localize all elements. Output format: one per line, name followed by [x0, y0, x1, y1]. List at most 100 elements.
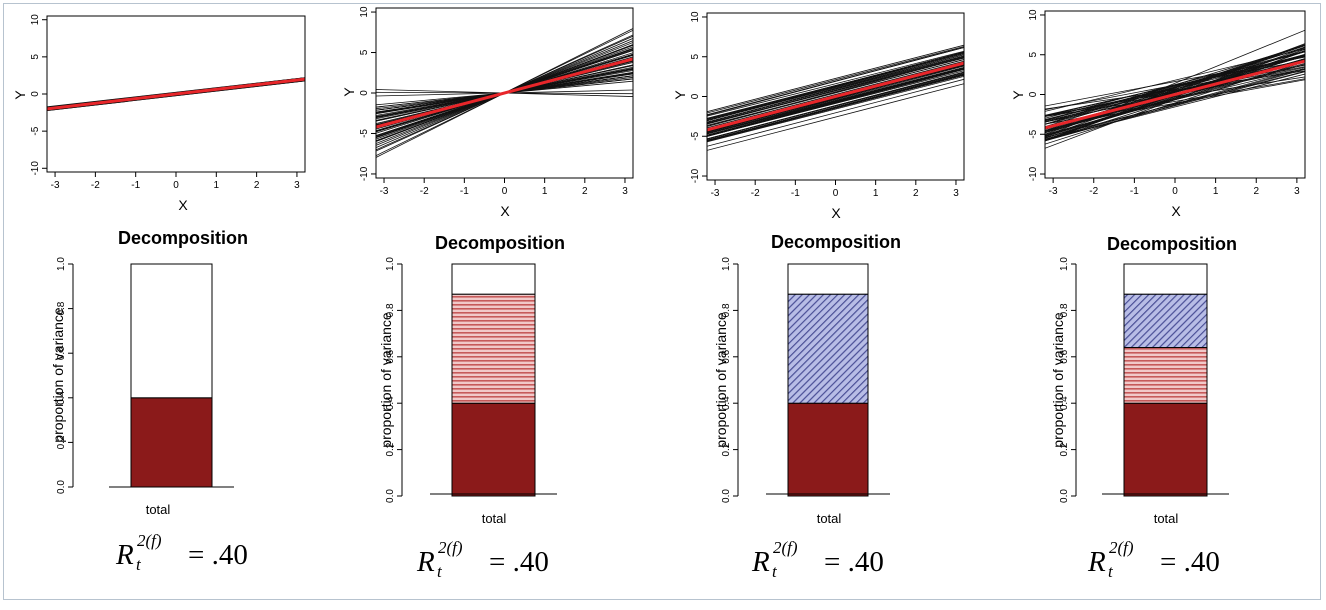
group-line	[1045, 54, 1305, 120]
mean-line	[376, 57, 633, 129]
y-tick-label: 0	[1028, 91, 1039, 97]
decomposition-panel-4: Decomposition 0.0 0.2 0.4 0.6 0.8 1.0 proportio…	[1050, 234, 1237, 526]
panel-title: Decomposition	[1107, 234, 1237, 254]
group-lines	[47, 77, 305, 112]
x-tick-label: 3	[622, 186, 628, 197]
y-tick-label: 1.0	[385, 257, 396, 271]
group-line	[707, 67, 964, 136]
formula-subscript: t	[437, 562, 442, 581]
group-line	[707, 46, 964, 114]
bar-segment-residual	[130, 263, 213, 399]
group-line	[707, 59, 964, 127]
x-axis-label: X	[500, 203, 510, 219]
r-squared-formula: R 2(f) t = .40	[752, 539, 884, 580]
group-line	[1045, 46, 1305, 133]
y-tick-label: -5	[30, 126, 41, 135]
group-line	[1045, 68, 1305, 132]
y-tick-label: 0.0	[721, 489, 732, 503]
formula-superscript: 2(f)	[1109, 538, 1134, 557]
formula-superscript: 2(f)	[438, 538, 463, 557]
x-tick-label: 1	[873, 188, 879, 199]
group-line	[1045, 61, 1305, 145]
y-tick-label: 10	[359, 6, 370, 18]
y-tick-label: 10	[1028, 9, 1039, 21]
y-tick-label: 0.4	[721, 396, 732, 410]
x-axis-label: X	[178, 197, 188, 213]
bar-segment-random-slope	[1123, 347, 1208, 404]
bar-segment-fixed	[130, 397, 213, 488]
x-tick-label: 0	[173, 180, 179, 191]
y-tick-label: 10	[30, 14, 41, 26]
category-label: total	[146, 502, 171, 517]
y-tick-label: 5	[1028, 52, 1039, 58]
category-label: total	[817, 511, 842, 526]
bar-segment-random-intercept	[1123, 293, 1208, 349]
x-tick-label: -3	[380, 186, 389, 197]
x-tick-label: -3	[1049, 186, 1058, 197]
y-tick-label: 1.0	[56, 257, 67, 271]
bar-segment-random-intercept	[787, 293, 869, 404]
x-tick-label: -2	[420, 186, 429, 197]
group-line	[707, 52, 964, 121]
mean-line	[707, 61, 964, 132]
x-axis-label: X	[1171, 203, 1181, 219]
x-tick-label: 3	[1294, 186, 1300, 197]
y-tick-label: -5	[359, 129, 370, 138]
group-line	[707, 50, 964, 117]
bar-segment-fixed	[787, 402, 869, 497]
x-tick-label: 3	[294, 180, 300, 191]
x-tick-label: 0	[833, 188, 839, 199]
r-squared-formula: R 2(f) t = .40	[116, 532, 248, 573]
panel-title: Decomposition	[435, 233, 565, 253]
group-line	[707, 56, 964, 124]
r-squared-formula: R 2(f) t = .40	[1088, 539, 1220, 580]
y-tick-label: 5	[30, 54, 41, 60]
y-tick-label: 0.6	[385, 349, 396, 363]
group-line	[1045, 71, 1305, 141]
x-tick-label: -3	[51, 180, 60, 191]
formula-value: = .40	[188, 539, 248, 571]
y-tick-label: 0.8	[56, 301, 67, 315]
formula-subscript: t	[1108, 562, 1113, 581]
r-squared-formula: R 2(f) t = .40	[417, 539, 549, 580]
y-tick-label: 0	[690, 93, 701, 99]
y-tick-label: 0.4	[1059, 396, 1070, 410]
y-tick-label: 10	[690, 11, 701, 23]
y-tick-label: 1.0	[721, 257, 732, 271]
y-tick-label: -10	[690, 168, 701, 183]
group-line	[1045, 68, 1305, 140]
y-tick-label: 0.4	[56, 390, 67, 404]
formula-symbol: R	[417, 546, 435, 578]
y-tick-label: 0.8	[1059, 303, 1070, 317]
y-tick-label: 0	[30, 91, 41, 97]
category-label: total	[482, 511, 507, 526]
y-axis-label: Y	[1010, 90, 1026, 100]
x-tick-label: 2	[254, 180, 260, 191]
y-tick-label: 5	[359, 49, 370, 55]
group-lines	[1045, 29, 1305, 149]
y-axis-label: proportion of variance	[713, 312, 729, 448]
y-tick-label: -10	[30, 161, 41, 176]
bar-segment-residual	[451, 263, 536, 295]
x-tick-label: 0	[1172, 186, 1178, 197]
decomposition-panel-2: Decomposition 0.0 0.2 0.4 0.6 0.8 1.0 proportio…	[378, 233, 565, 526]
group-line	[1045, 73, 1305, 141]
group-line	[1045, 70, 1305, 138]
group-line	[1045, 50, 1305, 119]
y-tick-label: 0.2	[385, 442, 396, 456]
x-tick-label: 2	[913, 188, 919, 199]
group-line	[707, 65, 964, 134]
formula-subscript: t	[136, 555, 141, 574]
group-line	[1045, 54, 1305, 139]
y-tick-label: 0.0	[1059, 489, 1070, 503]
y-tick-label: 0.0	[56, 480, 67, 494]
group-line	[707, 57, 964, 125]
formula-superscript: 2(f)	[137, 531, 162, 550]
formula-value: = .40	[824, 546, 884, 578]
x-tick-label: -1	[131, 180, 140, 191]
y-axis-label: proportion of variance	[1050, 312, 1066, 448]
group-line	[707, 68, 964, 137]
x-axis-label: X	[831, 205, 841, 221]
